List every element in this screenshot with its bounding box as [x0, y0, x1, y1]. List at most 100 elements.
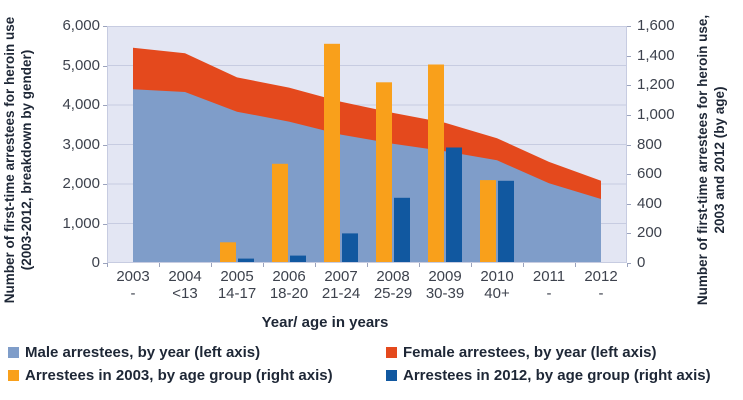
left-axis-tick-label: 6,000 [62, 17, 100, 34]
left-axis-tick [103, 263, 107, 264]
legend-item-male: Male arrestees, by year (left axis) [8, 344, 260, 361]
left-axis-title: Number of first-time arrestees for heroi… [1, 0, 35, 350]
x-axis-label-2010: 2010 40+ [469, 268, 525, 302]
left-axis-tick-label: 3,000 [62, 135, 100, 153]
right-axis-tick [627, 114, 631, 116]
right-axis-tick [627, 174, 631, 176]
legend-item-female: Female arrestees, by year (left axis) [386, 344, 656, 361]
left-axis-tick [103, 223, 107, 225]
right-axis-tick-label: 1,400 [637, 46, 675, 64]
x-axis-year-label: 2003 [116, 268, 150, 285]
left-axis-tick-label: 0 [91, 254, 100, 271]
x-axis-title: Year/ age in years [261, 314, 389, 331]
x-axis-age-label: - [130, 285, 136, 302]
legend-swatch-2012-bars [386, 370, 397, 381]
x-axis-year-label: 2011 [532, 268, 566, 285]
right-axis-tick-label: 800 [637, 135, 663, 153]
right-axis-tick-label: 600 [637, 165, 663, 183]
bar-2003-30-39 [428, 64, 444, 263]
x-axis-year-label: 2009 [428, 268, 462, 285]
x-axis-label-2007: 2007 21-24 [313, 268, 369, 302]
legend-item-2012-bars: Arrestees in 2012, by age group (right a… [386, 367, 711, 384]
right-axis-tick [627, 203, 631, 205]
x-axis-tick [107, 263, 108, 267]
legend-label-2003-bars: Arrestees in 2003, by age group (right a… [25, 367, 333, 384]
x-axis-label-2012: 2012- [573, 268, 629, 302]
x-axis-year-label: 2012 [584, 268, 618, 285]
right-axis-tick-label: 400 [637, 194, 663, 212]
x-axis-age-label: - [546, 285, 552, 302]
legend-label-2012-bars: Arrestees in 2012, by age group (right a… [403, 367, 711, 384]
right-axis-tick-label: 1,200 [637, 76, 675, 94]
x-axis-tick [315, 263, 316, 267]
bar-2012-21-24 [342, 233, 358, 263]
x-axis-year-label: 2008 [376, 268, 410, 285]
bar-2003-18-20 [272, 163, 288, 263]
legend-swatch-male [8, 347, 19, 358]
right-axis-tick-label: 1,600 [637, 17, 675, 34]
left-axis-tick [103, 65, 107, 67]
left-axis-tick [103, 105, 107, 106]
x-axis-age-label: 40+ [484, 285, 510, 302]
bar-2012-18-20 [290, 255, 306, 263]
plot-border [107, 26, 627, 263]
bar-2003-14-17 [220, 242, 236, 263]
x-axis-age-label: 30-39 [425, 285, 465, 302]
x-axis-label-2011: 2011- [521, 268, 577, 302]
x-axis-label-2008: 2008 25-29 [365, 268, 421, 302]
right-axis-tick [627, 85, 631, 87]
right-axis-title-line1: Number of first-time arrestees for heroi… [695, 14, 710, 306]
x-axis-age-label: - [598, 285, 604, 302]
x-axis-tick [419, 263, 420, 267]
x-axis-tick [263, 263, 264, 267]
left-axis-title-line1: Number of first-time arrestees for heroi… [2, 16, 17, 304]
right-axis-title: Number of first-time arrestees for heroi… [694, 0, 728, 350]
right-axis-tick [627, 233, 631, 235]
x-axis-year-label: 2010 [480, 268, 514, 285]
right-axis-tick [627, 55, 631, 57]
left-axis-tick [103, 26, 107, 27]
left-axis-tick [103, 184, 107, 185]
right-axis-tick [627, 263, 631, 264]
left-axis-tick-label: 1,000 [62, 214, 100, 232]
x-axis-tick [627, 263, 628, 267]
x-axis-age-label: 25-29 [373, 285, 413, 302]
left-axis-tick-label: 4,000 [62, 96, 100, 113]
x-axis-age-label: 21-24 [321, 285, 361, 302]
legend-swatch-female [386, 347, 397, 358]
right-axis-tick [627, 26, 631, 27]
x-axis-label-2003: 2003- [105, 268, 161, 302]
x-axis-tick [367, 263, 368, 267]
right-axis-tick-label: 200 [637, 224, 663, 242]
x-axis-tick [159, 263, 160, 267]
x-axis-year-label: 2007 [324, 268, 358, 285]
x-axis-label-2009: 2009 30-39 [417, 268, 473, 302]
x-axis-tick [211, 263, 212, 267]
x-axis-year-label: 2005 [220, 268, 254, 285]
x-axis-year-label: 2004 [168, 268, 202, 285]
bar-2012-25-29 [394, 197, 410, 263]
x-axis-tick [523, 263, 524, 267]
left-axis-title-line2: (2003-2012, breakdown by gender) [19, 49, 34, 271]
right-axis-tick-label: 0 [637, 254, 646, 271]
bar-2012-14-17 [238, 258, 254, 263]
legend-label-male: Male arrestees, by year (left axis) [25, 344, 261, 361]
x-axis-age-label: 14-17 [217, 285, 257, 302]
x-axis-label-2005: 2005 14-17 [209, 268, 265, 302]
x-axis-label-2004: 2004 <13 [157, 268, 213, 302]
bar-2003-25-29 [376, 82, 392, 263]
right-axis-tick [627, 144, 631, 146]
bar-2003-40+ [480, 180, 496, 263]
x-axis-age-label: 18-20 [269, 285, 309, 302]
legend-item-2003-bars: Arrestees in 2003, by age group (right a… [8, 367, 333, 384]
bar-2012-30-39 [446, 147, 462, 263]
bar-2003-21-24 [324, 43, 340, 263]
right-axis-title-line2: 2003 and 2012 (by age) [712, 86, 727, 234]
left-axis-tick [103, 144, 107, 146]
x-axis-label-2006: 2006 18-20 [261, 268, 317, 302]
right-axis-tick-label: 1,000 [637, 105, 675, 123]
left-axis-tick-label: 5,000 [62, 56, 100, 74]
left-axis-tick-label: 2,000 [62, 175, 100, 192]
x-axis-tick [575, 263, 576, 267]
